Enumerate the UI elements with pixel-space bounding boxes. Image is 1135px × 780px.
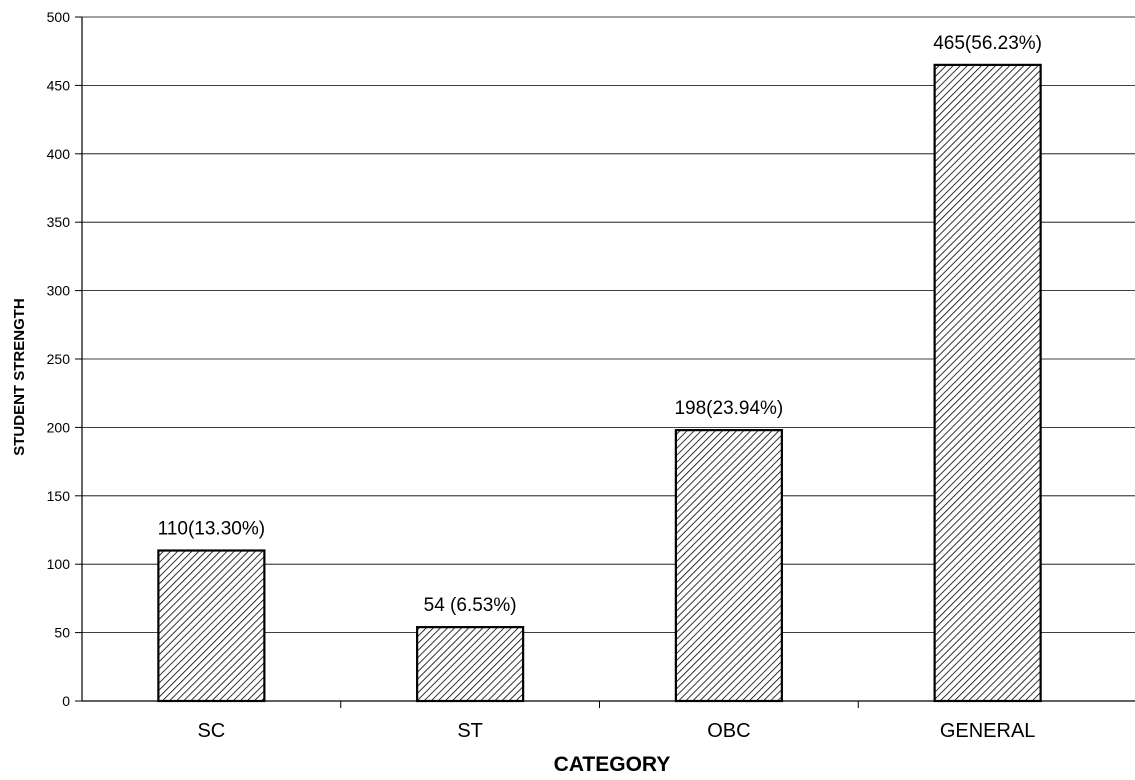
y-axis-title: STUDENT STRENGTH bbox=[11, 298, 28, 456]
x-tick-labels: SC ST OBC GENERAL bbox=[197, 720, 1035, 742]
x-tick-label-general: GENERAL bbox=[940, 720, 1036, 742]
y-tick-label: 150 bbox=[47, 488, 71, 504]
y-tick-label: 400 bbox=[47, 146, 71, 162]
y-tick-label: 500 bbox=[47, 9, 71, 25]
y-tick-label: 350 bbox=[47, 214, 71, 230]
bar-general bbox=[933, 63, 1042, 703]
x-axis-title: CATEGORY bbox=[554, 753, 671, 776]
data-label-obc: 198(23.94%) bbox=[674, 398, 783, 419]
y-tick-label: 0 bbox=[62, 693, 70, 709]
y-tick-label: 100 bbox=[47, 556, 71, 572]
y-tick-label: 200 bbox=[47, 419, 71, 435]
y-tick-label: 50 bbox=[54, 625, 70, 641]
y-tick-labels: 0 50 100 150 200 250 300 350 400 450 500 bbox=[47, 9, 71, 709]
y-tick-label: 250 bbox=[47, 351, 71, 367]
y-tick-label: 300 bbox=[47, 283, 71, 299]
y-tick-label: 450 bbox=[47, 77, 71, 93]
bar-sc bbox=[157, 549, 266, 703]
data-labels: 110(13.30%) 54 (6.53%) 198(23.94%) 465(56.2… bbox=[158, 33, 1042, 616]
data-label-st: 54 (6.53%) bbox=[424, 595, 517, 616]
bar-obc bbox=[674, 429, 783, 703]
data-label-sc: 110(13.30%) bbox=[158, 519, 265, 540]
bars bbox=[157, 63, 1042, 703]
x-tick-label-obc: OBC bbox=[707, 720, 750, 742]
bar-st bbox=[416, 626, 525, 703]
x-tick-label-sc: SC bbox=[197, 720, 225, 742]
x-tick-label-st: ST bbox=[457, 720, 483, 742]
data-label-general: 465(56.23%) bbox=[933, 33, 1042, 54]
